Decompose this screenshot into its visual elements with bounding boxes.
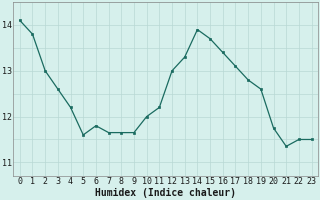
- X-axis label: Humidex (Indice chaleur): Humidex (Indice chaleur): [95, 188, 236, 198]
